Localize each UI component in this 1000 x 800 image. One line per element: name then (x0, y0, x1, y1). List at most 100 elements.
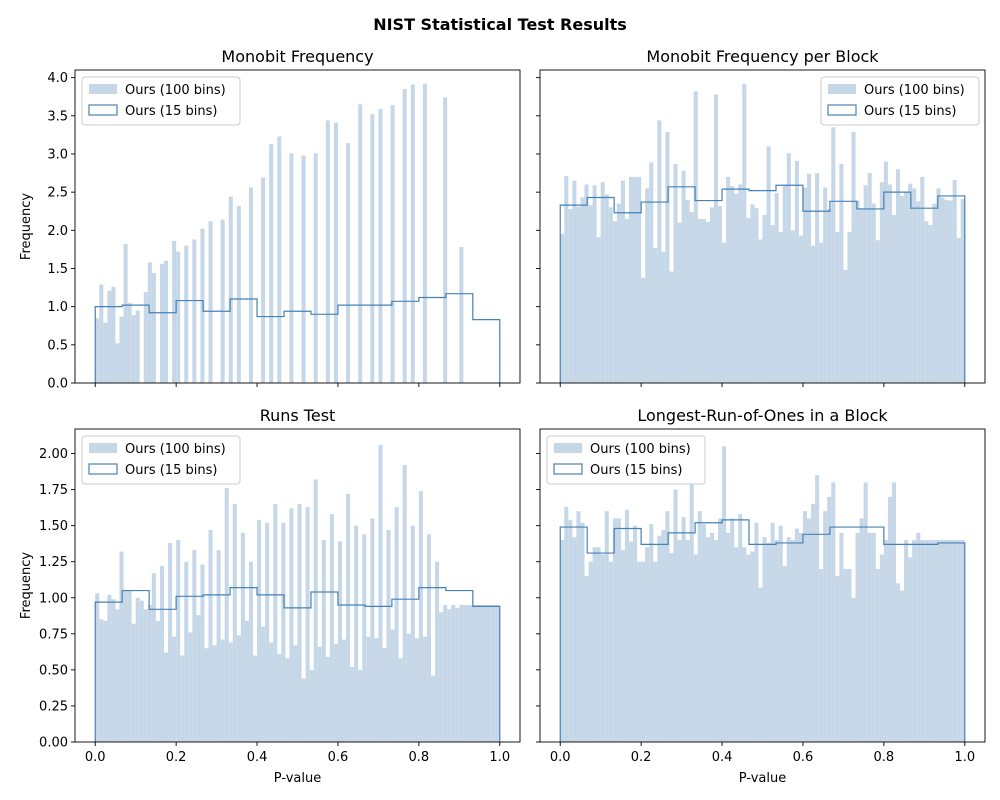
hist-bar-100 (487, 604, 492, 742)
hist-bar-100 (269, 642, 274, 742)
hist-bar-100 (103, 322, 108, 383)
hist-bar-100 (325, 120, 330, 383)
hist-bar-100 (645, 188, 650, 383)
hist-bar-100 (422, 636, 427, 742)
hist-bar-100 (758, 239, 763, 383)
hist-bar-100 (811, 504, 816, 742)
legend-swatch-100 (554, 443, 582, 453)
panel-3: Runs Test 0.00 0.25 0.50 0.75 1.00 1.25 1.50 1.7… (19, 406, 521, 786)
hist-bar-100 (200, 564, 205, 742)
hist-bar-100 (883, 161, 888, 383)
legend: Ours (100 bins) Ours (15 bins) (81, 76, 241, 126)
hist-bar-100 (908, 183, 913, 383)
y-tick-label: 1.5 (47, 262, 68, 277)
y-tick-label: 0.50 (39, 663, 68, 678)
hist-bar-100 (374, 638, 379, 742)
hist-bar-100 (447, 609, 452, 742)
hist-bar-100 (216, 550, 221, 742)
hist-bar-100 (426, 534, 431, 742)
hist-bar-100 (653, 561, 658, 742)
hist-step-15 (559, 184, 966, 383)
x-tick-label: 0.4 (712, 750, 733, 765)
hist-bar-100 (916, 532, 921, 742)
hist-bar-100 (746, 218, 751, 383)
hist-bar-100 (758, 587, 763, 742)
hist-bar-100 (119, 316, 124, 383)
y-tick-label: 0.0 (47, 377, 68, 392)
y-tick-label: 4.0 (47, 71, 68, 86)
hist-bar-100 (681, 170, 686, 383)
hist-bar-100 (394, 506, 399, 742)
hist-bar-100 (875, 568, 880, 742)
hist-bar-100 (928, 224, 933, 383)
hist-bar-100 (596, 547, 601, 742)
hist-bar-100 (616, 518, 621, 742)
legend-label-100: Ours (100 bins) (864, 83, 965, 98)
hist-bar-100 (673, 489, 678, 742)
x-tick-label: 1.0 (954, 750, 975, 765)
hist-bar-100 (459, 247, 464, 383)
hist-bar-100 (956, 540, 961, 742)
hist-bar-100 (762, 215, 767, 383)
legend-label-15: Ours (15 bins) (125, 104, 217, 119)
hist-bar-100 (103, 620, 108, 742)
y-tick-label: 1.0 (47, 300, 68, 315)
legend: Ours (100 bins) Ours (15 bins) (81, 435, 241, 485)
x-tick-label: 0.8 (874, 750, 895, 765)
panel-title: Longest-Run-of-Ones in a Block (637, 406, 888, 425)
hist-bar-100 (774, 540, 779, 742)
hist-bar-100 (584, 184, 589, 383)
figure-title: NIST Statistical Test Results (373, 15, 627, 34)
hist-bar-100 (600, 554, 605, 742)
hist-bar-100 (774, 192, 779, 383)
hist-bar-100 (285, 658, 290, 742)
hist-bar-100 (726, 176, 731, 383)
hist-bar-100 (155, 620, 160, 742)
legend-swatch-15 (553, 463, 583, 475)
hist-bar-100 (794, 528, 799, 742)
hist-bar-100 (867, 173, 872, 383)
hist-bar-100 (633, 525, 638, 742)
legend: Ours (100 bins) Ours (15 bins) (546, 435, 706, 485)
hist-bar-100 (928, 540, 933, 742)
hist-bar-100 (912, 188, 917, 383)
hist-bar-100 (709, 207, 714, 383)
hist-bar-100 (168, 542, 173, 742)
hist-bar-100 (289, 508, 294, 742)
hist-bar-100 (653, 247, 658, 383)
legend: Ours (100 bins) Ours (15 bins) (820, 76, 980, 126)
hist-bar-100 (588, 205, 593, 383)
hist-bar-100 (786, 153, 791, 383)
hist-bar-100 (172, 241, 177, 383)
hist-bar-100 (904, 192, 909, 383)
hist-bar-100 (333, 122, 338, 384)
panel-title: Runs Test (260, 406, 336, 425)
hist-bar-100 (827, 208, 832, 383)
y-tick-label: 2.00 (39, 447, 68, 462)
hist-bar-100 (677, 540, 682, 742)
hist-bar-100 (851, 597, 856, 742)
hist-bar-100 (948, 540, 953, 742)
hist-bar-100 (697, 218, 702, 383)
hist-bar-100 (815, 173, 820, 383)
hist-bar-100 (693, 554, 698, 742)
hist-bar-100 (900, 590, 905, 742)
hist-bar-100 (604, 194, 609, 383)
y-tick-label: 1.00 (39, 591, 68, 606)
hist-bar-100 (297, 504, 302, 742)
hist-bar-100 (176, 540, 181, 742)
hist-bar-100 (358, 669, 363, 742)
hist-bar-100 (629, 176, 634, 383)
y-tick-label: 0.75 (39, 627, 68, 642)
hist-bar-100 (350, 667, 355, 742)
hist-bar-100 (592, 547, 597, 742)
hist-bar-100 (770, 224, 775, 383)
hist-bar-100 (475, 604, 480, 742)
hist-bar-100 (657, 535, 662, 742)
hist-bar-100 (159, 263, 164, 383)
hist-bar-100 (220, 639, 225, 742)
legend-box (546, 435, 706, 485)
hist-bar-100 (564, 176, 569, 383)
hist-bar-100 (592, 185, 597, 383)
hist-bar-100 (948, 200, 953, 383)
